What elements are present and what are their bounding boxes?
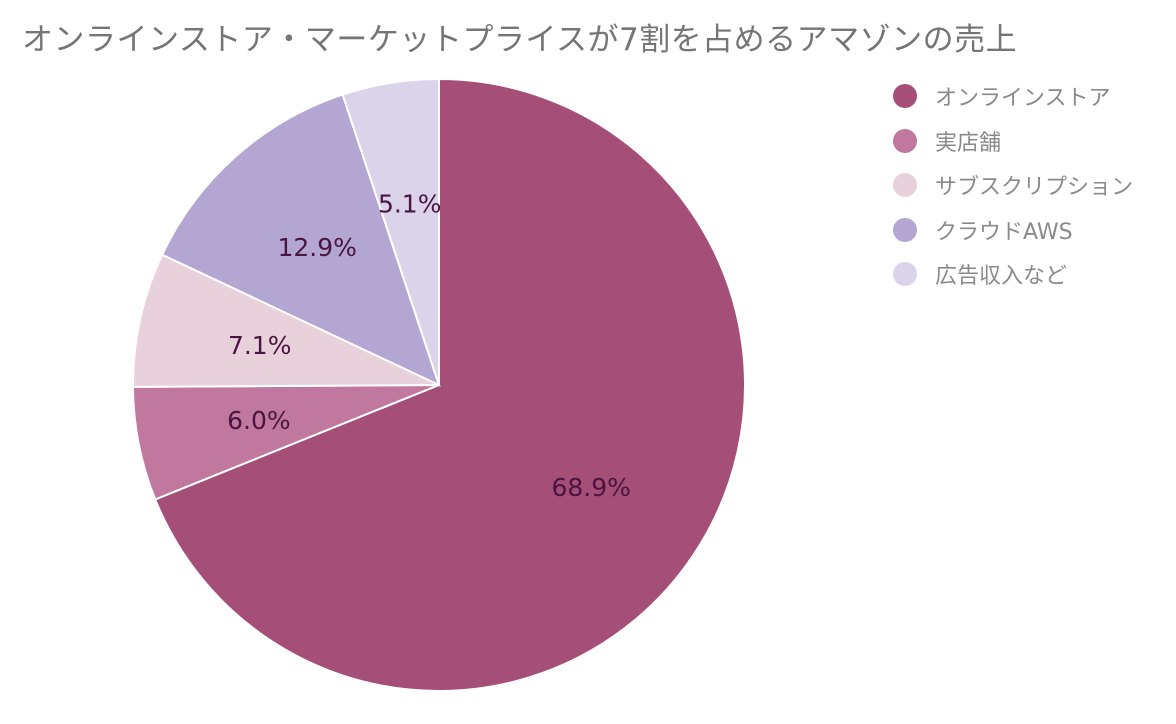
legend-swatch-icon	[893, 262, 917, 287]
pie-slice-label-0: 68.9%	[551, 473, 630, 502]
pie-slice-label-3: 12.9%	[277, 233, 356, 262]
legend-label: 実店舗	[935, 130, 1002, 156]
pie-slice-0	[153, 77, 746, 692]
legend-swatch-icon	[893, 128, 917, 153]
legend-item: オンラインストア	[893, 74, 1133, 119]
legend-label: クラウドAWS	[935, 219, 1073, 245]
pie-slice-label-1: 6.0%	[227, 406, 291, 435]
legend-item: クラウドAWS	[893, 208, 1133, 253]
pie-slice-4	[341, 77, 440, 386]
legend-label: 広告収入など	[935, 264, 1068, 290]
legend-item: サブスクリプション	[893, 163, 1133, 208]
pie-slice-3	[160, 93, 441, 387]
pie-slice-labels: 68.9% 6.0% 7.1% 12.9% 5.1%	[227, 189, 631, 502]
legend-label: サブスクリプション	[935, 175, 1134, 201]
legend-swatch-icon	[893, 84, 917, 109]
legend-item: 実店舗	[893, 119, 1133, 164]
pie-slice-2	[132, 253, 440, 388]
legend-item: 広告収入など	[893, 252, 1133, 297]
pie-slices	[131, 77, 746, 692]
legend-label: オンラインストア	[935, 86, 1111, 112]
legend: オンラインストア 実店舗サブスクリプション クラウドAWS 広告収入など	[893, 74, 1133, 297]
legend-swatch-icon	[893, 217, 917, 242]
pie-slice-label-2: 7.1%	[228, 331, 292, 360]
chart-title: オンラインストア・マーケットプライスが7割を占めるアマゾンの売上	[22, 22, 1018, 58]
pie-slice-label-4: 5.1%	[378, 189, 442, 218]
legend-swatch-icon	[893, 173, 917, 198]
